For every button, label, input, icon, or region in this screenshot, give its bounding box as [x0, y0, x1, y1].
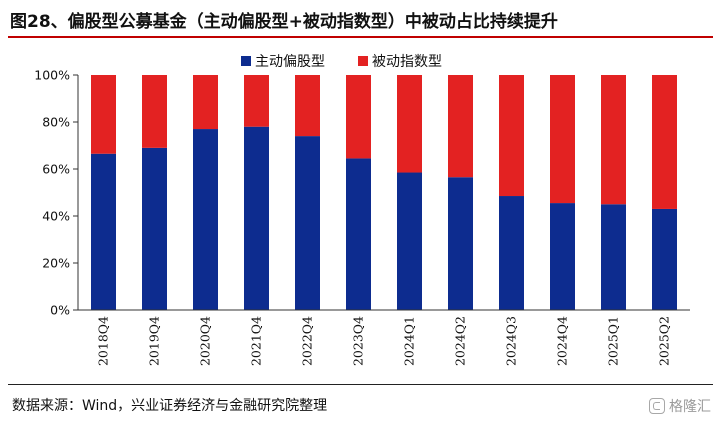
bar-passive-2022Q4 [295, 75, 320, 137]
x-tick-label: 2022Q4 [300, 316, 315, 366]
x-tick-label: 2018Q4 [96, 316, 111, 366]
chart-legend: 主动偏股型 被动指数型 [241, 54, 442, 70]
bar-passive-2025Q1 [601, 75, 626, 205]
bar-active-2024Q1 [397, 172, 422, 310]
watermark: 格隆汇 [649, 396, 711, 416]
bar-active-2018Q4 [91, 153, 116, 310]
bar-active-2024Q3 [499, 196, 524, 310]
source-note: 数据来源：Wind，兴业证券经济与金融研究院整理 [12, 398, 328, 414]
bar-passive-2019Q4 [142, 75, 167, 148]
legend-swatch-active [241, 56, 251, 66]
legend-swatch-passive [358, 56, 368, 66]
y-tick-label: 100% [34, 68, 70, 83]
y-axis: 0% 20% 40% 60% 80% 100% [34, 68, 79, 318]
x-tick-label: 2020Q4 [198, 316, 213, 366]
bars-layer [91, 75, 677, 310]
bar-active-2025Q2 [652, 208, 677, 310]
bar-active-2024Q4 [550, 203, 575, 310]
y-tick-label: 60% [42, 162, 70, 177]
bar-passive-2024Q4 [550, 75, 575, 204]
bar-passive-2021Q4 [244, 75, 269, 127]
legend-label-active: 主动偏股型 [255, 54, 325, 70]
watermark-text: 格隆汇 [669, 399, 711, 415]
chart-title: 图28、偏股型公募基金（主动偏股型+被动指数型）中被动占比持续提升 [10, 12, 558, 32]
y-tick-label: 80% [42, 115, 70, 130]
bar-passive-2024Q2 [448, 75, 473, 178]
y-tick-label: 40% [42, 209, 70, 224]
x-tick-label: 2025Q1 [606, 316, 621, 366]
bar-passive-2023Q4 [346, 75, 371, 159]
bar-active-2019Q4 [142, 147, 167, 310]
x-tick-label: 2021Q4 [249, 316, 264, 366]
x-tick-label: 2024Q4 [555, 316, 570, 366]
bar-active-2022Q4 [295, 136, 320, 310]
bar-passive-2024Q3 [499, 75, 524, 197]
bar-active-2021Q4 [244, 126, 269, 310]
title-divider [8, 36, 713, 38]
bar-active-2020Q4 [193, 129, 218, 310]
bar-active-2023Q4 [346, 158, 371, 310]
bar-passive-2024Q1 [397, 75, 422, 173]
x-tick-label: 2025Q2 [657, 316, 672, 366]
x-tick-label: 2024Q3 [504, 316, 519, 366]
bar-active-2024Q2 [448, 177, 473, 310]
footer-divider [8, 384, 713, 385]
bar-passive-2020Q4 [193, 75, 218, 130]
y-tick-label: 0% [50, 303, 70, 318]
x-tick-label: 2024Q2 [453, 316, 468, 366]
gelonghui-logo-icon [649, 398, 665, 414]
x-tick-label: 2023Q4 [351, 316, 366, 366]
x-axis: 2018Q4 2019Q4 2020Q4 2021Q4 2022Q4 2023Q4 2024… [78, 309, 690, 366]
legend-label-passive: 被动指数型 [372, 54, 442, 70]
x-tick-label: 2024Q1 [402, 316, 417, 366]
bar-passive-2025Q2 [652, 75, 677, 209]
y-tick-label: 20% [42, 256, 70, 271]
bar-passive-2018Q4 [91, 75, 116, 154]
x-tick-label: 2019Q4 [147, 316, 162, 366]
bar-active-2025Q1 [601, 204, 626, 310]
stacked-bar-chart: 主动偏股型 被动指数型 0% 20% 40% 60% 80% 100% 2018Q4 2019… [34, 54, 690, 366]
